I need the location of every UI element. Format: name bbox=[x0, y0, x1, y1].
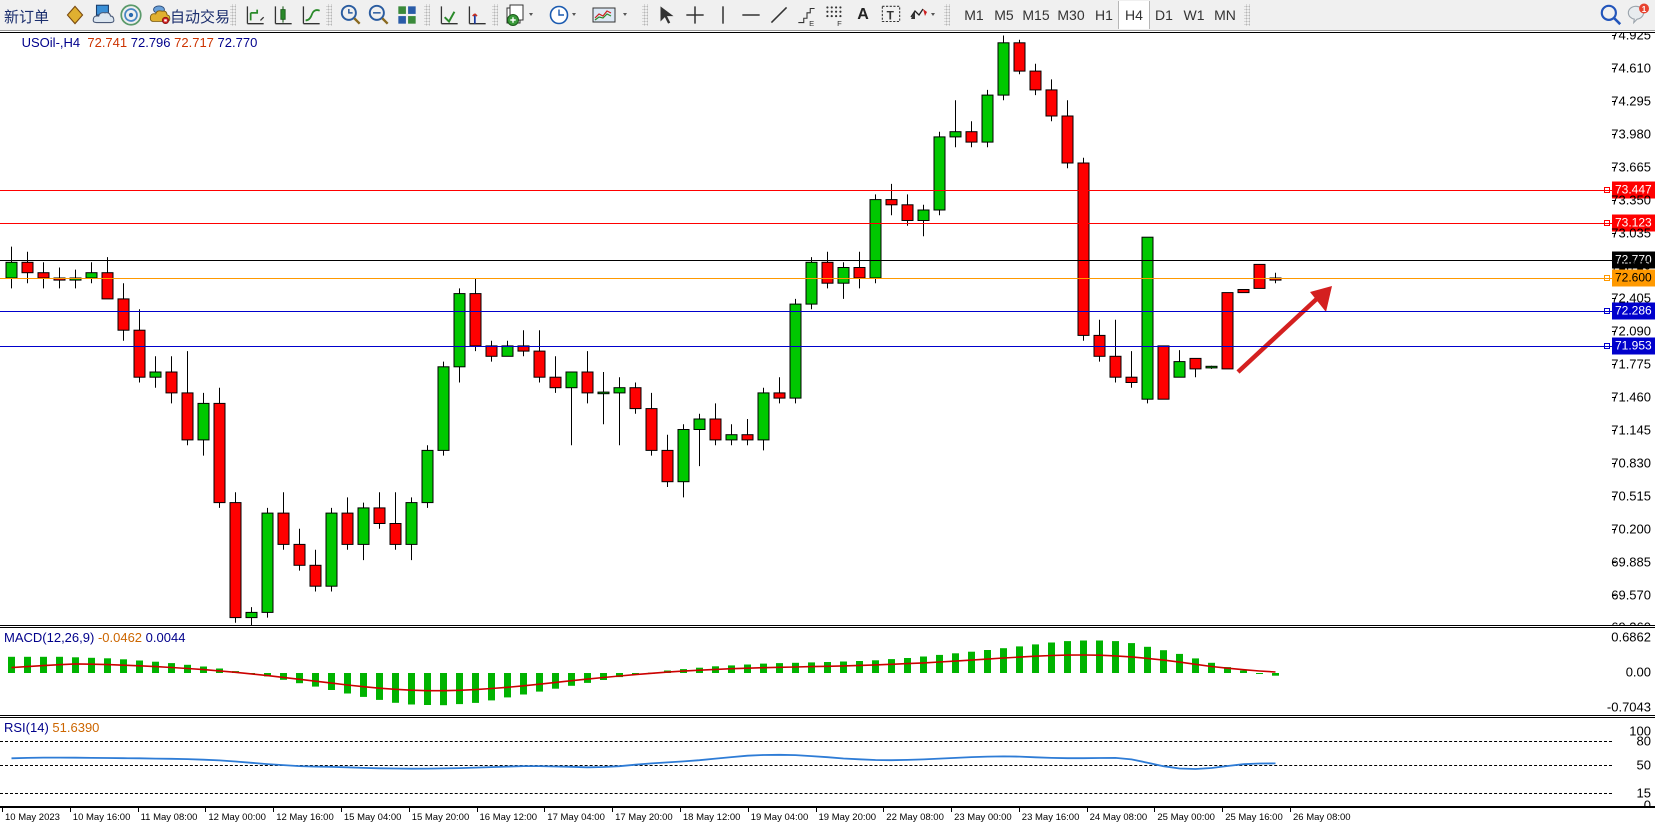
svg-text:E: E bbox=[809, 19, 814, 28]
svg-text:1: 1 bbox=[1642, 5, 1647, 14]
svg-text:T: T bbox=[887, 8, 895, 22]
svg-text:F: F bbox=[837, 19, 842, 28]
